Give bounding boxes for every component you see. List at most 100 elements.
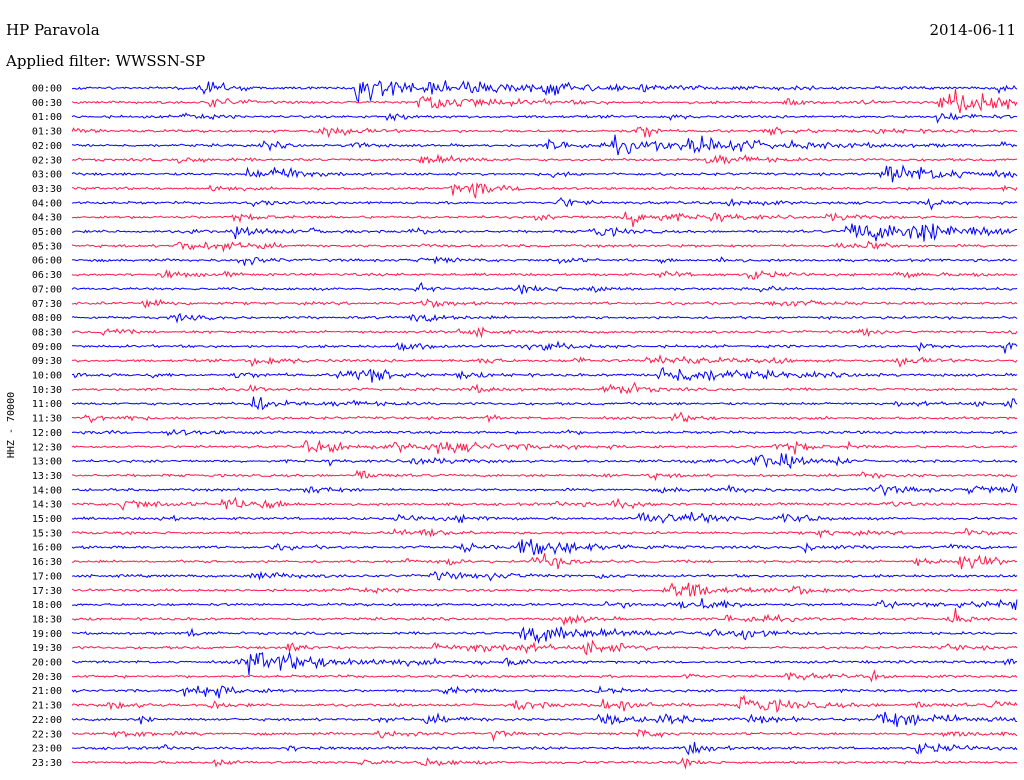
row-time-label: 20:30 xyxy=(32,672,62,683)
trace-row xyxy=(71,527,1018,539)
row-time-label: 19:00 xyxy=(32,629,62,640)
trace-row xyxy=(71,211,1018,227)
row-time-label: 01:30 xyxy=(32,127,62,138)
trace-row xyxy=(71,411,1018,424)
row-time-label: 12:30 xyxy=(32,442,62,453)
row-time-label: 17:30 xyxy=(32,586,62,597)
trace-row xyxy=(72,553,1018,570)
row-time-label: 02:00 xyxy=(32,141,62,152)
date-label: 2014-06-11 xyxy=(930,21,1016,39)
row-time-label: 05:00 xyxy=(32,227,62,238)
trace-row xyxy=(71,598,1018,611)
row-time-label: 20:00 xyxy=(32,658,62,669)
row-time-label: 00:00 xyxy=(32,84,62,95)
row-time-label: 07:30 xyxy=(32,299,62,310)
trace-row xyxy=(71,469,1018,482)
trace-row xyxy=(71,312,1018,324)
row-time-label: 04:00 xyxy=(32,198,62,209)
row-time-label: 04:30 xyxy=(32,213,62,224)
row-time-label: 23:30 xyxy=(32,758,62,769)
row-time-label: 16:30 xyxy=(32,557,62,568)
trace-row xyxy=(71,255,1018,266)
trace-row xyxy=(71,453,1018,469)
row-time-label: 00:30 xyxy=(32,98,62,109)
row-time-label: 02:30 xyxy=(32,155,62,166)
trace-row xyxy=(71,88,1018,114)
row-time-label: 10:00 xyxy=(32,371,62,382)
row-time-label: 03:00 xyxy=(32,170,62,181)
trace-row xyxy=(71,366,1018,383)
trace-row xyxy=(71,197,1018,211)
trace-row xyxy=(71,626,1018,645)
row-time-label: 08:30 xyxy=(32,327,62,338)
row-time-label: 14:00 xyxy=(32,485,62,496)
trace-row xyxy=(71,711,1018,728)
row-time-label: 13:00 xyxy=(32,457,62,468)
row-time-label: 15:30 xyxy=(32,528,62,539)
row-time-label: 18:30 xyxy=(32,614,62,625)
trace-row xyxy=(71,134,1018,156)
trace-row xyxy=(71,570,1018,582)
trace-row xyxy=(71,669,1018,683)
trace-row xyxy=(71,428,1018,437)
row-time-label: 18:00 xyxy=(32,600,62,611)
trace-row xyxy=(71,164,1018,183)
trace-row xyxy=(71,582,1018,597)
trace-row xyxy=(71,757,1018,770)
trace-row xyxy=(72,741,1018,756)
trace-row xyxy=(71,483,1018,497)
trace-row xyxy=(71,439,1018,455)
row-time-label: 09:30 xyxy=(32,356,62,367)
row-time-label: 17:00 xyxy=(32,571,62,582)
trace-row xyxy=(71,240,1018,253)
trace-row xyxy=(72,607,1018,627)
filter-label: Applied filter: WWSSN-SP xyxy=(5,52,205,70)
row-time-label: 15:00 xyxy=(32,514,62,525)
time-label-layer: 00:00 00:30 01:00 01:30 02:00 02:30 03:00 03:30… xyxy=(32,84,62,769)
trace-row xyxy=(71,281,1018,295)
trace-row xyxy=(71,639,1018,656)
trace-row xyxy=(71,223,1018,242)
trace-row xyxy=(71,650,1018,676)
trace-row xyxy=(71,80,1018,103)
trace-row xyxy=(71,685,1018,699)
trace-row xyxy=(71,511,1018,525)
row-time-label: 06:30 xyxy=(32,270,62,281)
trace-row xyxy=(71,153,1018,165)
station-title: HP Paravola xyxy=(6,21,100,39)
trace-row xyxy=(71,298,1018,309)
trace-row xyxy=(71,496,1018,512)
trace-row xyxy=(71,354,1018,369)
trace-row xyxy=(71,126,1018,139)
row-time-label: 09:00 xyxy=(32,342,62,353)
row-time-label: 01:00 xyxy=(32,112,62,123)
trace-row xyxy=(71,340,1018,354)
row-time-label: 22:30 xyxy=(32,729,62,740)
header-background xyxy=(0,0,1024,76)
trace-row xyxy=(71,538,1018,556)
row-time-label: 16:00 xyxy=(32,543,62,554)
row-time-label: 22:00 xyxy=(32,715,62,726)
trace-row xyxy=(71,381,1018,395)
row-time-label: 08:00 xyxy=(32,313,62,324)
trace-row xyxy=(71,326,1018,339)
row-time-label: 10:30 xyxy=(32,385,62,396)
trace-row xyxy=(71,694,1018,714)
trace-row xyxy=(71,181,1018,199)
row-time-label: 13:30 xyxy=(32,471,62,482)
row-time-label: 19:30 xyxy=(32,643,62,654)
trace-layer xyxy=(71,80,1018,770)
trace-row xyxy=(71,728,1018,742)
row-time-label: 07:00 xyxy=(32,284,62,295)
row-time-label: 05:30 xyxy=(32,241,62,252)
trace-row xyxy=(71,111,1018,124)
row-time-label: 11:00 xyxy=(32,399,62,410)
row-time-label: 21:30 xyxy=(32,701,62,712)
row-time-label: 12:00 xyxy=(32,428,62,439)
channel-label: HHZ - 70000 xyxy=(6,392,17,458)
trace-row xyxy=(71,269,1018,280)
row-time-label: 03:30 xyxy=(32,184,62,195)
row-time-label: 14:30 xyxy=(32,500,62,511)
row-time-label: 11:30 xyxy=(32,414,62,425)
